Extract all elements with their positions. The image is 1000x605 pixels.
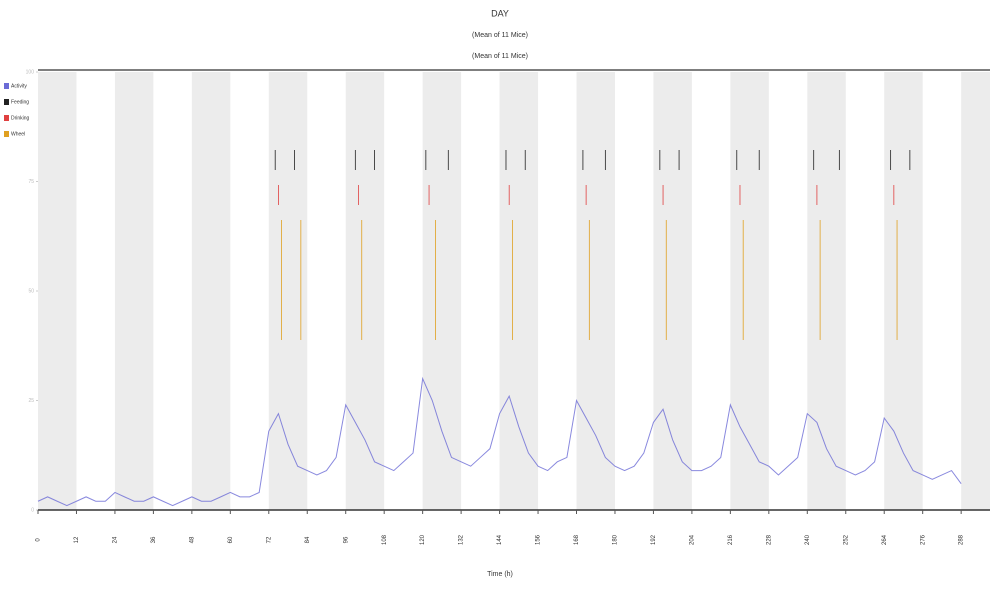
x-tick-label: 120: [420, 534, 426, 545]
x-tick-label: 132: [459, 534, 465, 545]
dark-period: [114, 72, 154, 510]
x-tick-label: 276: [920, 534, 926, 545]
dark-period: [730, 72, 769, 510]
dark-period: [807, 72, 846, 510]
legend-label: Feeding: [11, 99, 29, 105]
dark-period: [961, 72, 990, 510]
chart-subtitle: (Mean of 11 Mice): [472, 32, 528, 39]
chart-subtitle: (Mean of 11 Mice): [472, 53, 528, 60]
y-tick-label: 25: [28, 398, 34, 404]
dark-period: [499, 72, 539, 510]
dark-period: [576, 72, 615, 510]
x-tick-label: 240: [805, 534, 811, 545]
dark-period: [345, 72, 385, 510]
y-tick-label: 75: [28, 179, 34, 185]
dark-period: [653, 72, 692, 510]
x-tick-label: 24: [113, 536, 119, 543]
x-tick-label: 12: [74, 536, 80, 543]
x-tick-label: 0: [36, 538, 42, 542]
x-tick-label: 48: [189, 536, 195, 543]
legend-swatch: [4, 115, 9, 121]
x-tick-label: 204: [689, 534, 695, 545]
x-axis-label: Time (h): [487, 571, 513, 578]
x-tick-label: 192: [651, 534, 657, 545]
x-tick-label: 180: [613, 534, 619, 545]
y-tick-label: 100: [26, 69, 35, 75]
y-tick-label: 0: [31, 507, 34, 513]
x-tick-label: 84: [305, 536, 311, 543]
legend-swatch: [4, 99, 9, 105]
x-tick-label: 156: [536, 534, 542, 545]
activity-line: [37, 376, 962, 507]
x-tick-label: 288: [959, 534, 965, 545]
x-tick-label: 216: [728, 534, 734, 545]
dark-period: [422, 72, 462, 510]
x-tick-label: 96: [343, 536, 349, 543]
dark-period: [38, 72, 77, 510]
x-tick-label: 144: [497, 534, 503, 545]
x-tick-label: 168: [574, 534, 580, 545]
x-tick-label: 252: [843, 534, 849, 545]
dark-period: [884, 72, 923, 510]
dark-period: [191, 72, 231, 510]
legend-label: Drinking: [11, 115, 30, 121]
legend-swatch: [4, 83, 9, 89]
legend-label: Activity: [11, 83, 27, 89]
legend-label: Wheel: [11, 131, 25, 137]
x-tick-label: 108: [382, 534, 388, 545]
x-tick-label: 36: [151, 536, 157, 543]
x-tick-label: 60: [228, 536, 234, 543]
y-tick-label: 50: [28, 288, 34, 294]
x-tick-label: 228: [766, 534, 772, 545]
chart-title: DAY: [491, 8, 509, 18]
legend-swatch: [4, 131, 9, 137]
x-tick-label: 72: [266, 536, 272, 543]
x-tick-label: 264: [882, 534, 888, 545]
